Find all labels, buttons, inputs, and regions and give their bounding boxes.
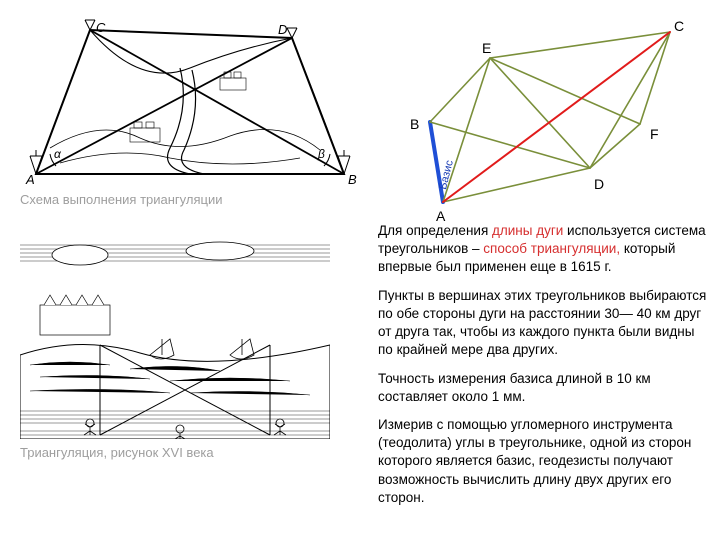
paragraph-3: Точность измерения базиса длиной в 10 км… <box>378 370 710 406</box>
vertex-label-A: A <box>436 208 445 224</box>
paragraph-1: Для определения длины дуги используется … <box>378 222 710 277</box>
illustration-xvi-century: Триангуляция, рисунок XVI века <box>20 235 360 460</box>
xvi-century-svg <box>20 235 330 439</box>
vertex-label-C: C <box>674 18 684 34</box>
p1-a: Для определения <box>378 223 492 238</box>
caption-scheme: Схема выполнения триангуляции <box>20 192 360 207</box>
svg-text:C: C <box>96 20 106 35</box>
left-column: A B C D α β Схема выполнения триангуляци… <box>20 18 360 460</box>
svg-text:A: A <box>25 172 35 186</box>
caption-xvi: Триангуляция, рисунок XVI века <box>20 445 360 460</box>
vertex-label-E: E <box>482 40 491 56</box>
p1-b-highlight: длины дуги <box>492 223 563 238</box>
triangulation-scheme-svg: A B C D α β <box>20 18 360 186</box>
vertex-label-B: B <box>410 116 419 132</box>
svg-text:β: β <box>317 147 325 161</box>
triangulation-diagram: A B E D F C Базис <box>378 10 710 218</box>
illustration-triangulation-scheme: A B C D α β Схема выполнения триангуляци… <box>20 18 360 207</box>
svg-text:B: B <box>348 172 357 186</box>
diagram-svg <box>378 10 710 218</box>
paragraph-4: Измерив с помощью угломерного инструмент… <box>378 416 710 507</box>
p1-d-highlight: способ триангуляции, <box>483 241 620 256</box>
right-column: A B E D F C Базис Для определения длины … <box>378 10 710 507</box>
vertex-label-D: D <box>594 176 604 192</box>
paragraph-2: Пункты в вершинах этих треугольников выб… <box>378 287 710 360</box>
vertex-label-F: F <box>650 126 659 142</box>
svg-text:α: α <box>54 147 62 161</box>
svg-text:D: D <box>278 22 287 37</box>
